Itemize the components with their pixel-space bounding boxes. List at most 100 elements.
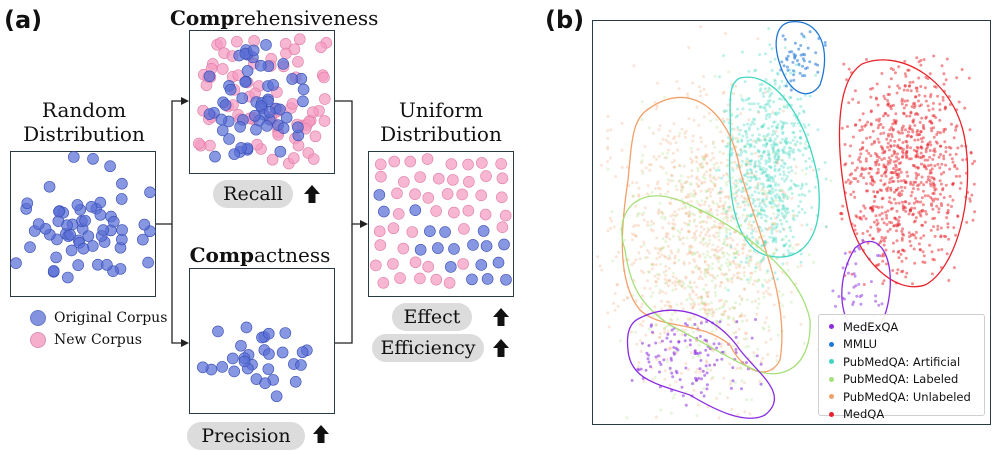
medqa-point — [900, 193, 904, 196]
unlabeled-point — [637, 361, 641, 365]
labeled-point — [711, 142, 715, 146]
medqa-point — [972, 182, 976, 186]
medqa-point — [892, 224, 896, 228]
artificial-point — [777, 155, 781, 159]
medqa-point — [920, 116, 924, 120]
random-dot — [116, 177, 128, 190]
unlabeled-point — [680, 280, 684, 284]
labeled-point — [754, 174, 758, 178]
artificial-point — [764, 162, 768, 166]
unlabeled-point — [634, 234, 638, 238]
labeled-point — [717, 231, 721, 235]
unlabeled-point — [606, 147, 610, 151]
medqa-point — [841, 204, 845, 208]
unlabeled-point — [652, 155, 656, 159]
unlabeled-point — [684, 211, 688, 215]
unlabeled-point — [712, 225, 716, 229]
random-dot — [50, 251, 62, 264]
artificial-point — [756, 187, 760, 190]
artificial-point — [789, 185, 793, 189]
unlabeled-point — [710, 307, 714, 311]
mmlu-point — [801, 64, 804, 68]
medqa-point — [890, 221, 894, 225]
medqa-point — [895, 271, 899, 275]
artificial-point — [776, 72, 780, 76]
uniform-dot — [477, 225, 490, 237]
labeled-point — [648, 126, 651, 130]
labeled-point — [767, 325, 771, 329]
labeled-point — [731, 305, 735, 309]
unlabeled-point — [669, 214, 673, 218]
medexqa-contour — [626, 309, 776, 419]
uniform-dot — [377, 277, 390, 289]
unlabeled-point — [664, 264, 668, 268]
unlabeled-point — [717, 225, 721, 229]
medqa-point — [896, 186, 900, 190]
artificial-point — [775, 248, 779, 252]
artificial-point — [768, 235, 772, 239]
medqa-point — [886, 186, 890, 190]
unlabeled-point — [708, 187, 712, 191]
unlabeled-point — [694, 236, 698, 240]
uniform-dot — [475, 189, 488, 202]
labeled-point — [708, 238, 712, 242]
medqa-point — [930, 250, 934, 254]
comp-orig-dot — [209, 150, 221, 163]
labeled-point — [710, 301, 713, 305]
unlabeled-point — [728, 260, 732, 264]
unlabeled-point — [781, 109, 785, 113]
medqa-point — [954, 174, 958, 178]
artificial-point — [792, 150, 795, 154]
unlabeled-point — [655, 257, 659, 261]
artificial-point — [748, 168, 752, 171]
unlabeled-point — [683, 328, 687, 332]
unlabeled-point — [712, 233, 716, 237]
artificial-point — [756, 127, 760, 131]
comp-orig-dot — [215, 113, 228, 126]
medqa-point — [946, 225, 950, 229]
medqa-point — [848, 250, 852, 254]
artificial-point — [739, 128, 743, 132]
unlabeled-point — [744, 332, 748, 336]
medqa-point — [852, 177, 856, 180]
artificial-point — [773, 184, 777, 187]
unlabeled-point — [738, 314, 742, 318]
unlabeled-point — [738, 205, 742, 209]
unlabeled-point — [687, 214, 691, 218]
medqa-point — [891, 206, 894, 210]
artificial-point — [799, 97, 803, 101]
unlabeled-point — [704, 144, 708, 148]
medqa-point — [891, 122, 895, 126]
medqa-point — [929, 143, 933, 147]
medqa-point — [897, 162, 901, 165]
artificial-point — [792, 218, 796, 222]
artificial-point — [774, 111, 778, 115]
medqa-point — [875, 223, 879, 227]
medqa-point — [919, 130, 923, 134]
medqa-point — [909, 111, 913, 115]
artificial-point — [810, 206, 814, 209]
uniform-dot — [432, 172, 445, 185]
artificial-point — [775, 215, 779, 219]
unlabeled-point — [657, 186, 660, 190]
unlabeled-point — [668, 279, 672, 283]
mmlu-point — [791, 60, 795, 64]
artificial-point — [767, 173, 771, 177]
unlabeled-point — [614, 255, 618, 259]
medqa-point — [938, 118, 942, 122]
labeled-point — [701, 156, 705, 160]
artificial-point — [824, 225, 828, 229]
medqa-point — [844, 180, 848, 184]
artificial-point — [784, 214, 788, 218]
medqa-point — [869, 225, 873, 229]
artificial-point — [791, 235, 795, 239]
medexqa-point — [702, 394, 706, 398]
medqa-point — [859, 210, 863, 213]
unlabeled-point — [672, 137, 676, 141]
artificial-point — [782, 173, 786, 177]
unlabeled-point — [756, 290, 760, 294]
comp-orig-dot — [249, 109, 261, 122]
unlabeled-point — [631, 194, 635, 198]
medqa-point — [941, 188, 945, 192]
mmlu-point — [781, 34, 785, 38]
